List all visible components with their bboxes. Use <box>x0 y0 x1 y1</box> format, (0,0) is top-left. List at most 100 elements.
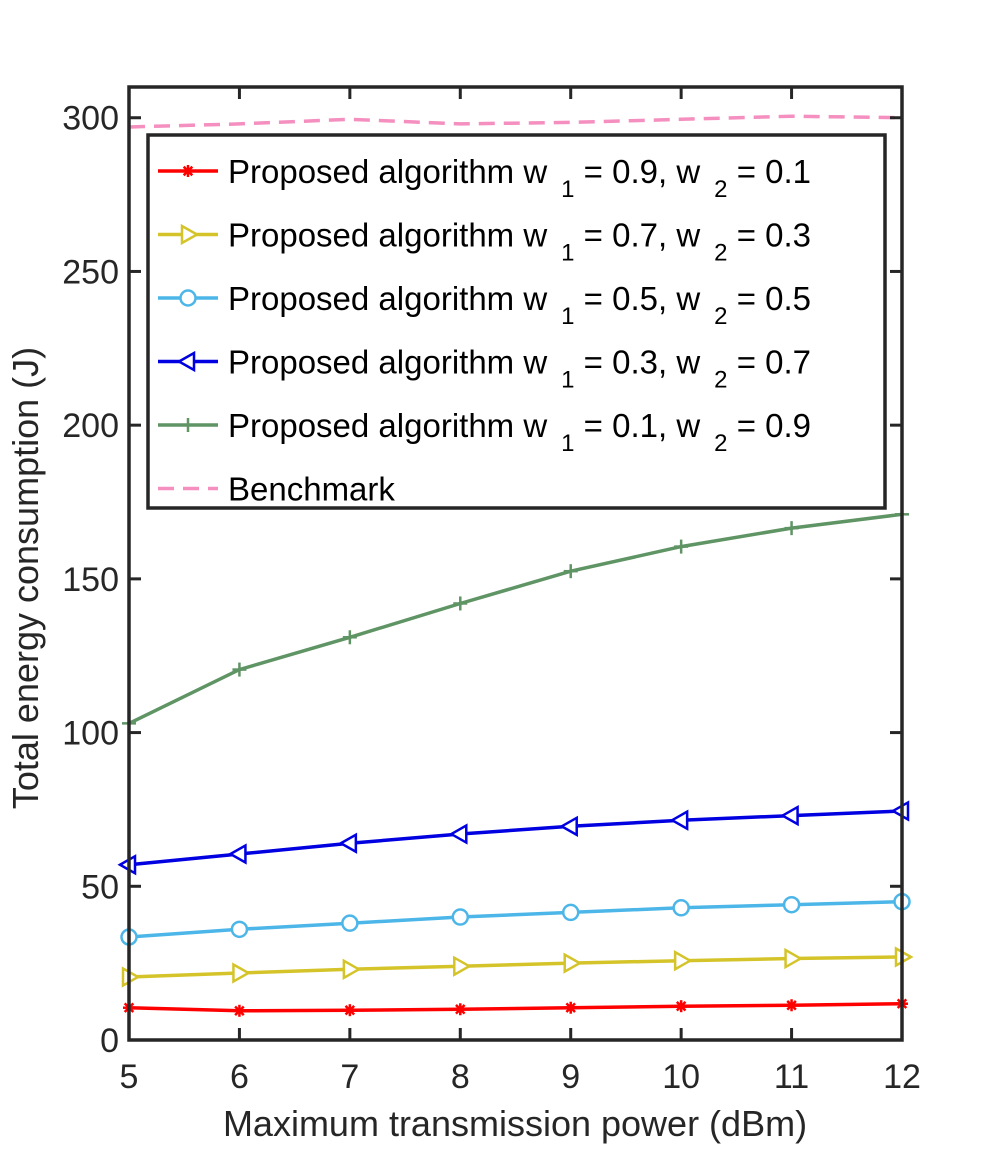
x-tick-label: 6 <box>230 1058 249 1096</box>
x-tick-label: 5 <box>120 1058 139 1096</box>
legend-label: Proposed algorithm w 1 = 0.7, w 2 = 0.3 <box>228 217 811 267</box>
legend-subscript: 2 <box>714 430 727 457</box>
data-point <box>785 999 798 1012</box>
legend-text-part: = 0.7 <box>728 344 811 381</box>
legend-subscript: 2 <box>714 176 727 203</box>
legend-subscript: 1 <box>561 303 574 330</box>
legend-subscript: 2 <box>714 367 727 394</box>
legend-item-2: Proposed algorithm w 1 = 0.5, w 2 = 0.5 <box>158 280 811 330</box>
y-tick-label: 200 <box>62 407 119 445</box>
legend-label: Benchmark <box>228 471 395 508</box>
legend-text-part: = 0.1 <box>728 153 811 190</box>
legend-text-part: = 0.5, w <box>575 280 701 317</box>
data-point <box>453 955 472 977</box>
data-point <box>233 1004 246 1017</box>
data-point <box>343 1004 356 1017</box>
x-tick-label: 10 <box>662 1058 700 1096</box>
legend-marker <box>182 165 194 177</box>
legend-text-part: = 0.5 <box>728 280 811 317</box>
series-4 <box>122 507 909 731</box>
legend-label: Proposed algorithm w 1 = 0.5, w 2 = 0.5 <box>228 280 811 330</box>
legend-label: Proposed algorithm w 1 = 0.1, w 2 = 0.9 <box>228 407 811 457</box>
legend-subscript: 1 <box>561 367 574 394</box>
legend-subscript: 2 <box>714 240 727 267</box>
series-5 <box>128 114 903 129</box>
legend-label: Proposed algorithm w 1 = 0.3, w 2 = 0.7 <box>228 344 811 394</box>
data-point <box>673 950 693 972</box>
data-point <box>454 1003 467 1016</box>
legend-text-part: Proposed algorithm w <box>228 153 547 190</box>
legend-item-0: Proposed algorithm w 1 = 0.9, w 2 = 0.1 <box>158 153 811 203</box>
data-point <box>232 662 247 677</box>
legend-subscript: 2 <box>714 303 727 330</box>
x-tick-label: 9 <box>561 1058 580 1096</box>
data-point <box>784 947 804 970</box>
data-point <box>448 823 468 845</box>
series-line <box>128 809 903 867</box>
y-tick-label: 150 <box>62 561 119 599</box>
legend-marker <box>179 289 197 307</box>
data-point <box>342 630 357 645</box>
legend-text-part: = 0.7, w <box>575 217 701 254</box>
data-point <box>782 895 801 914</box>
data-point <box>563 564 578 579</box>
data-point <box>784 521 799 536</box>
data-point <box>563 952 583 974</box>
legend-marker <box>176 350 196 373</box>
legend-text-part: Proposed algorithm w <box>228 407 547 444</box>
data-point <box>559 815 578 837</box>
legend-text-part: = 0.9, w <box>575 153 701 190</box>
legend-subscript: 1 <box>561 430 574 457</box>
data-point <box>232 962 251 984</box>
y-tick-label: 100 <box>62 715 119 753</box>
legend-label: Proposed algorithm w 1 = 0.9, w 2 = 0.1 <box>228 153 811 203</box>
legend-item-4: Proposed algorithm w 1 = 0.1, w 2 = 0.9 <box>158 407 811 457</box>
legend-text-part: Benchmark <box>228 471 395 508</box>
data-point <box>341 914 359 932</box>
legend-text-part: Proposed algorithm w <box>228 280 547 317</box>
y-tick-label: 250 <box>62 253 119 291</box>
y-tick-label: 300 <box>62 100 119 138</box>
data-point <box>669 809 689 831</box>
series-layer <box>117 114 914 1017</box>
series-line <box>128 1001 903 1013</box>
y-tick-label: 0 <box>100 1022 119 1060</box>
data-point <box>780 804 799 827</box>
data-point <box>230 920 249 939</box>
legend-box <box>146 133 887 510</box>
data-point <box>338 832 358 854</box>
data-point <box>561 903 580 922</box>
legend-text-part: = 0.1, w <box>575 407 701 444</box>
legend-item-1: Proposed algorithm w 1 = 0.7, w 2 = 0.3 <box>158 217 811 267</box>
legend-text-part: = 0.9 <box>728 407 811 444</box>
data-point <box>451 908 470 926</box>
x-tick-label: 7 <box>340 1058 359 1096</box>
legend-item-3: Proposed algorithm w 1 = 0.3, w 2 = 0.7 <box>158 344 811 394</box>
legend-subscript: 1 <box>561 240 574 267</box>
series-2 <box>120 892 911 946</box>
data-point <box>342 958 362 980</box>
legend-text-part: Proposed algorithm w <box>228 217 547 254</box>
series-line <box>128 512 903 725</box>
legend-item-5: Benchmark <box>158 471 395 508</box>
data-point <box>564 1001 577 1014</box>
data-point <box>674 539 689 554</box>
legend-text-part: Proposed algorithm w <box>228 344 547 381</box>
axes-box <box>127 85 904 1042</box>
data-point <box>453 596 468 611</box>
series-line <box>128 955 903 979</box>
data-point <box>675 1000 688 1013</box>
legend-text-part: = 0.3 <box>728 217 811 254</box>
legend-marker <box>180 223 200 246</box>
y-tick-label: 50 <box>81 868 119 906</box>
x-tick-label: 11 <box>774 1058 809 1096</box>
x-tick-label: 8 <box>451 1058 470 1096</box>
y-axis-label: Total energy consumption (J) <box>5 347 46 809</box>
data-point <box>227 843 247 865</box>
x-tick-label: 12 <box>883 1058 921 1096</box>
legend-subscript: 1 <box>561 176 574 203</box>
x-axis-label: Maximum transmission power (dBm) <box>223 1103 807 1144</box>
